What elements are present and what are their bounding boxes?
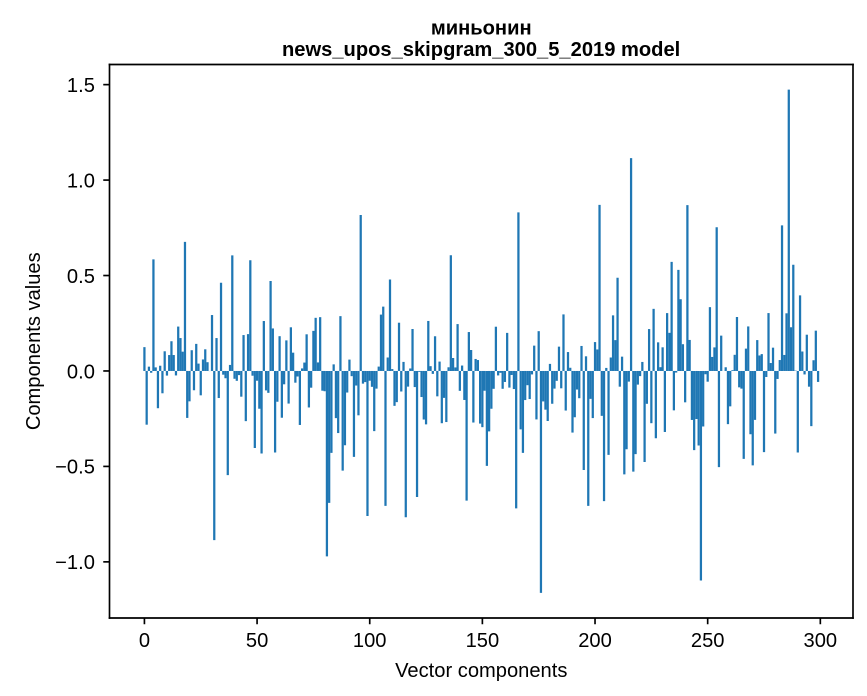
- svg-text:1.5: 1.5: [67, 75, 95, 97]
- svg-text:250: 250: [691, 630, 725, 652]
- svg-text:200: 200: [578, 630, 612, 652]
- svg-text:Vector components: Vector components: [395, 660, 567, 682]
- svg-text:0: 0: [139, 630, 150, 652]
- svg-text:−1.0: −1.0: [55, 552, 95, 574]
- svg-text:0.0: 0.0: [67, 361, 95, 383]
- svg-text:300: 300: [804, 630, 838, 652]
- svg-text:миньонин: миньонин: [431, 17, 532, 39]
- svg-text:150: 150: [466, 630, 500, 652]
- svg-text:−0.5: −0.5: [55, 457, 95, 479]
- svg-text:50: 50: [246, 630, 268, 652]
- svg-text:0.5: 0.5: [67, 266, 95, 288]
- svg-text:Components values: Components values: [23, 252, 45, 430]
- svg-text:news_upos_skipgram_300_5_2019: news_upos_skipgram_300_5_2019 model: [282, 39, 680, 61]
- svg-text:1.0: 1.0: [67, 170, 95, 192]
- svg-text:100: 100: [353, 630, 387, 652]
